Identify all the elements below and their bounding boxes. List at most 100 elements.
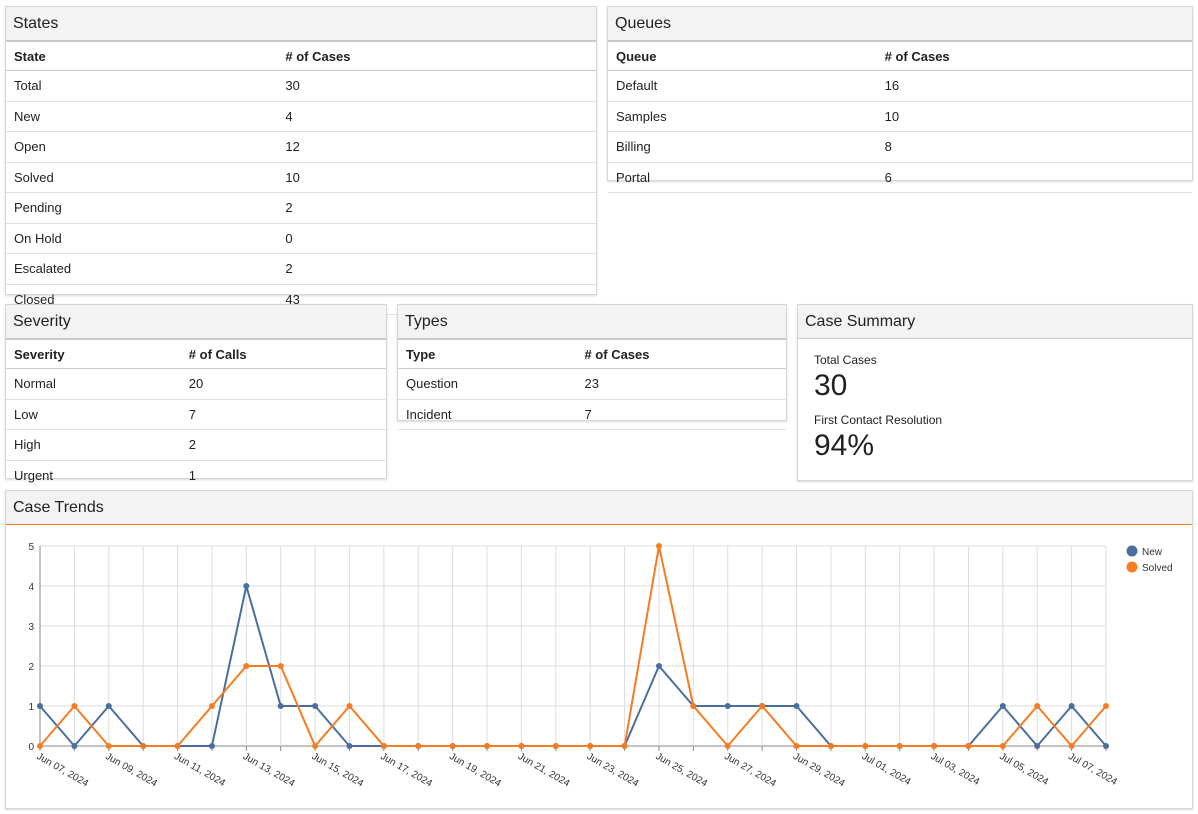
table-row: On Hold 0 — [6, 223, 596, 254]
x-tick-label: Jul 07, 2024 — [1066, 751, 1119, 788]
data-point — [174, 743, 181, 749]
table-cell: 16 — [876, 70, 1192, 102]
table-cell: Billing — [608, 131, 877, 163]
table-row: New 4 — [6, 101, 596, 132]
table-cell: 0 — [277, 223, 596, 254]
x-tick-label: Jun 29, 2024 — [791, 751, 847, 790]
queues-table: Queue # of Cases Default 16 Samples 10 Billing… — [608, 41, 1192, 193]
data-point — [862, 743, 869, 749]
table-header-row: Type # of Cases — [398, 339, 786, 369]
types-table: Type # of Cases Question 23 Incident 7 — [398, 339, 786, 430]
data-point — [312, 703, 319, 709]
case-trends-chart: 0 1 2 3 4 5 Jun 07, 2024 Jun 09, 2024 Jun 11, 20… — [28, 542, 1173, 790]
data-point — [312, 743, 319, 749]
column-header: Type — [398, 339, 577, 369]
table-cell: 2 — [277, 192, 596, 224]
data-point — [243, 663, 250, 669]
table-cell: Question — [398, 368, 577, 400]
severity-table: Severity # of Calls Normal 20 Low 7 High 2 Urgen… — [6, 339, 386, 491]
table-cell: Incident — [398, 399, 577, 430]
table-cell: 6 — [876, 162, 1192, 193]
data-point — [690, 703, 697, 709]
x-tick-label: Jul 05, 2024 — [997, 751, 1050, 788]
table-cell: 30 — [277, 70, 596, 102]
x-tick-label: Jun 27, 2024 — [722, 751, 778, 790]
x-tick-label: Jun 09, 2024 — [103, 751, 159, 790]
table-cell: 12 — [277, 131, 596, 163]
data-point — [587, 743, 594, 749]
table-row: Pending 2 — [6, 192, 596, 224]
severity-title: Severity — [6, 305, 386, 339]
y-tick-label: 1 — [28, 702, 34, 713]
x-tick-label: Jun 13, 2024 — [241, 751, 297, 790]
types-title: Types — [398, 305, 786, 339]
table-cell: 1 — [180, 460, 386, 491]
column-header: # of Cases — [576, 339, 786, 369]
y-tick-label: 2 — [28, 662, 34, 673]
x-tick-label: Jun 21, 2024 — [516, 751, 572, 790]
y-tick-label: 0 — [28, 742, 34, 753]
data-point — [243, 583, 250, 589]
data-point — [552, 743, 559, 749]
table-cell: Samples — [608, 101, 877, 132]
table-cell: Escalated — [6, 253, 278, 285]
total-cases-label: Total Cases — [814, 353, 877, 367]
x-tick-label: Jun 23, 2024 — [585, 751, 641, 790]
data-point — [449, 743, 456, 749]
table-row: Urgent 1 — [6, 460, 386, 491]
table-cell: High — [6, 429, 181, 461]
x-tick-label: Jun 17, 2024 — [378, 751, 434, 790]
table-row: Question 23 — [398, 368, 786, 400]
column-header: # of Calls — [180, 339, 386, 369]
table-header-row: Severity # of Calls — [6, 339, 386, 369]
data-point — [896, 743, 903, 749]
table-row: Normal 20 — [6, 368, 386, 400]
data-point — [140, 743, 147, 749]
data-point — [415, 743, 422, 749]
data-point — [621, 743, 628, 749]
fcr-label: First Contact Resolution — [814, 413, 943, 427]
table-cell: Pending — [6, 192, 278, 224]
data-point — [1034, 743, 1041, 749]
table-cell: Portal — [608, 162, 877, 193]
x-tick-label: Jun 15, 2024 — [310, 751, 366, 790]
data-point — [999, 703, 1006, 709]
table-header-row: State # of Cases — [6, 41, 596, 71]
table-cell: New — [6, 101, 278, 132]
legend-label: Solved — [1142, 563, 1173, 574]
y-tick-label: 4 — [28, 582, 34, 593]
data-point — [827, 743, 834, 749]
table-cell: Default — [608, 70, 877, 102]
table-row: Incident 7 — [398, 399, 786, 430]
data-point — [965, 743, 972, 749]
data-point — [1068, 703, 1075, 709]
table-cell: 2 — [277, 253, 596, 285]
data-point — [105, 743, 112, 749]
data-point — [655, 663, 662, 669]
table-cell: On Hold — [6, 223, 278, 254]
data-point — [346, 743, 353, 749]
total-cases-value: 30 — [814, 369, 848, 402]
data-point — [931, 743, 938, 749]
x-tick-label: Jun 25, 2024 — [653, 751, 709, 790]
data-point — [71, 703, 78, 709]
table-row: Open 12 — [6, 131, 596, 163]
queues-title: Queues — [608, 7, 1192, 41]
case-summary-panel: Case Summary Total Cases 30 First Contac… — [797, 304, 1193, 481]
column-header: # of Cases — [876, 41, 1192, 71]
data-point — [37, 743, 43, 749]
case-trends-panel: Case Trends 0 1 2 3 4 5 Jun 07, 2024 Jun 09, 20… — [5, 490, 1193, 809]
table-cell: Normal — [6, 368, 181, 400]
table-cell: 20 — [180, 368, 386, 400]
data-point — [1103, 743, 1109, 749]
data-point — [346, 703, 353, 709]
table-row: High 2 — [6, 429, 386, 461]
x-tick-label: Jul 01, 2024 — [860, 751, 913, 788]
table-cell: 10 — [876, 101, 1192, 132]
table-cell: 23 — [576, 368, 786, 400]
data-point — [380, 743, 387, 749]
table-row: Escalated 2 — [6, 253, 596, 285]
table-cell: 8 — [876, 131, 1192, 163]
data-point — [1068, 743, 1075, 749]
states-title: States — [6, 7, 596, 41]
